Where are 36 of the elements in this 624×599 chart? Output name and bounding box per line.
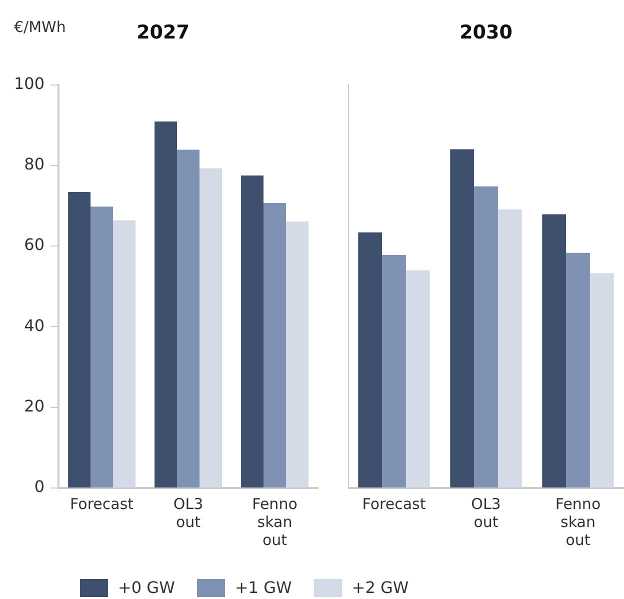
x-tick-label: Fenno skan out (555, 494, 601, 549)
bar (264, 202, 286, 488)
bar (90, 206, 114, 488)
bar (542, 214, 566, 488)
bar (590, 273, 614, 488)
bar (241, 176, 264, 488)
y-axis-title: €/MWh (14, 18, 66, 36)
bar (566, 252, 590, 488)
x-tick-label: Forecast (362, 494, 426, 513)
x-tick-label: Forecast (70, 494, 134, 513)
bar (382, 254, 406, 488)
bar (177, 150, 200, 488)
legend-label: +2 GW (352, 578, 409, 597)
y-tick-label: 40 (24, 316, 45, 335)
x-tick-label: OL3 out (173, 494, 204, 531)
y-tick-label: 60 (24, 235, 45, 254)
x-tick-label: Fenno skan out (252, 494, 298, 549)
bar (474, 186, 498, 488)
chart-title: 2030 (460, 21, 512, 44)
y-tick-label: 20 (24, 396, 45, 416)
bar (113, 220, 136, 488)
bar (286, 221, 308, 488)
legend-label: +1 GW (234, 578, 292, 597)
bar (406, 270, 430, 488)
bar (200, 168, 222, 488)
legend-label: +0 GW (118, 578, 175, 597)
bar (154, 121, 178, 488)
bar (358, 232, 382, 488)
bar (498, 209, 522, 488)
bar (68, 192, 91, 488)
x-tick-label: OL3 out (471, 494, 501, 531)
y-tick-label: 80 (24, 154, 45, 174)
chart-title: 2027 (136, 21, 190, 44)
y-tick-label: 0 (34, 477, 45, 496)
y-tick-label: 100 (14, 74, 45, 93)
bar (450, 149, 474, 488)
